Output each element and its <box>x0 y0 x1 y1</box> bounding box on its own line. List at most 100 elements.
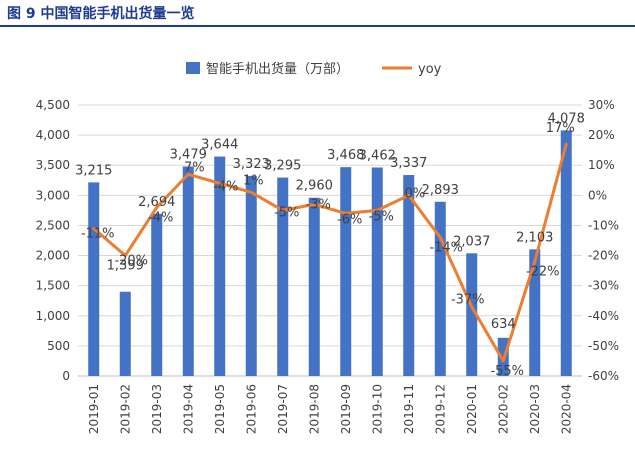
bar-value-label: 3,323 <box>233 157 270 172</box>
bar-value-label: 2,103 <box>516 230 553 245</box>
y-right-tick-label: 10% <box>588 158 615 172</box>
y-left-tick-label: 2,500 <box>36 218 70 232</box>
x-tick-label: 2019-02 <box>118 384 132 434</box>
line-value-label: -5% <box>274 205 299 220</box>
line-value-label: -14% <box>429 240 463 255</box>
y-right-tick-label: -50% <box>588 339 619 353</box>
yoy-line <box>92 143 568 363</box>
x-tick-label: 2020-01 <box>465 384 479 434</box>
line-value-label: -6% <box>337 212 362 227</box>
yoy-line-series <box>92 142 568 363</box>
y-right-tick-label: 20% <box>588 128 615 142</box>
bar <box>88 182 100 376</box>
line-value-label: -4% <box>213 179 238 194</box>
yoy-point <box>501 359 505 363</box>
bar <box>466 253 478 376</box>
y-right-tick-label: 0% <box>588 188 607 202</box>
yoy-point <box>312 202 316 206</box>
bar <box>277 177 289 376</box>
x-tick-label: 2019-08 <box>307 384 321 434</box>
yoy-point <box>123 254 127 258</box>
x-tick-label: 2019-07 <box>276 384 290 434</box>
y-left-tick-label: 3,500 <box>36 158 70 172</box>
x-tick-label: 2020-03 <box>528 384 542 434</box>
yoy-point <box>407 193 411 197</box>
y-left-tick-label: 1,000 <box>36 309 70 323</box>
line-value-label: 1% <box>243 173 264 188</box>
yoy-point <box>92 226 96 230</box>
y-left-tick-label: 2,000 <box>36 249 70 263</box>
title-underline <box>0 25 635 27</box>
bar-value-label: 3,295 <box>264 159 301 174</box>
x-tick-label: 2019-11 <box>402 384 416 434</box>
shipment-chart: 0 500 1,000 1,500 2,000 2,500 3,000 3,500 4,000 4… <box>36 61 619 434</box>
line-value-label: -55% <box>490 364 524 379</box>
line-value-label: -22% <box>526 265 560 280</box>
y-right-tick-label: -20% <box>588 249 619 263</box>
bar-value-label: 3,468 <box>327 148 364 163</box>
bar <box>560 130 572 376</box>
figure-header: 图 9 中国智能手机出货量一览 <box>0 0 635 28</box>
x-tick-label: 2019-12 <box>433 384 447 434</box>
bar-value-label: 3,215 <box>75 163 112 178</box>
bar <box>340 167 352 376</box>
yoy-point <box>375 208 379 212</box>
line-data-labels: -11% -20% -4% 7% -4% 1% -5% -3% -6% -5% 0% -14% -37%… <box>81 121 575 379</box>
yoy-point <box>470 305 474 309</box>
bar <box>245 175 257 376</box>
y-left-tick-label: 3,000 <box>36 188 70 202</box>
x-tick-label: 2019-01 <box>87 384 101 434</box>
yoy-point <box>218 181 222 185</box>
line-value-label: 0% <box>404 186 425 201</box>
line-value-label: -4% <box>148 210 173 225</box>
bar-value-label: 3,644 <box>201 138 238 153</box>
bar-value-label: 634 <box>491 317 516 332</box>
bar-series <box>88 130 572 376</box>
figure-title: 图 9 中国智能手机出货量一览 <box>7 6 195 22</box>
bar <box>182 166 194 376</box>
bar-value-label: 2,694 <box>138 195 175 210</box>
axes: 0 500 1,000 1,500 2,000 2,500 3,000 3,500 4,000 4… <box>36 98 619 434</box>
legend-bar-label: 智能手机出货量（万部） <box>206 61 349 77</box>
y-right-tick-label: -40% <box>588 309 619 323</box>
line-value-label: -3% <box>306 197 331 212</box>
legend: 智能手机出货量（万部） yoy <box>186 61 442 77</box>
yoy-point <box>249 190 253 194</box>
x-tick-label: 2019-04 <box>181 384 195 434</box>
bar-value-label: 3,462 <box>359 149 396 164</box>
x-tick-label: 2019-03 <box>150 384 164 434</box>
bar <box>151 213 163 376</box>
y-right-tick-label: 30% <box>588 98 615 112</box>
x-tick-label: 2019-10 <box>370 384 384 434</box>
legend-bar-swatch <box>186 62 200 74</box>
line-value-label: 17% <box>546 121 575 136</box>
yoy-point <box>344 211 348 215</box>
y-left-tick-label: 0 <box>62 369 70 383</box>
bar <box>403 175 415 376</box>
bar-value-label: 1,399 <box>107 259 144 274</box>
x-tick-label: 2020-04 <box>559 384 573 434</box>
bar <box>529 249 541 376</box>
bar <box>371 167 383 376</box>
x-tick-label: 2019-05 <box>213 384 227 434</box>
yoy-point <box>438 235 442 239</box>
bar-value-label: 3,479 <box>170 147 207 162</box>
x-tick-label: 2019-06 <box>244 384 258 434</box>
yoy-point <box>564 142 568 146</box>
y-right-tick-label: -10% <box>588 218 619 232</box>
yoy-point <box>533 260 537 264</box>
x-tick-label: 2020-02 <box>496 384 510 434</box>
yoy-point <box>155 205 159 209</box>
bar-value-label: 2,893 <box>422 183 459 198</box>
line-value-label: -37% <box>451 293 485 308</box>
y-left-tick-label: 1,500 <box>36 279 70 293</box>
line-value-label: -11% <box>81 226 115 241</box>
bar-value-label: 2,037 <box>453 234 490 249</box>
x-tick-label: 2019-09 <box>339 384 353 434</box>
line-value-label: -20% <box>114 254 148 269</box>
yoy-point <box>281 208 285 212</box>
yoy-point <box>186 172 190 176</box>
line-value-label: -5% <box>369 209 394 224</box>
bar <box>434 201 446 376</box>
